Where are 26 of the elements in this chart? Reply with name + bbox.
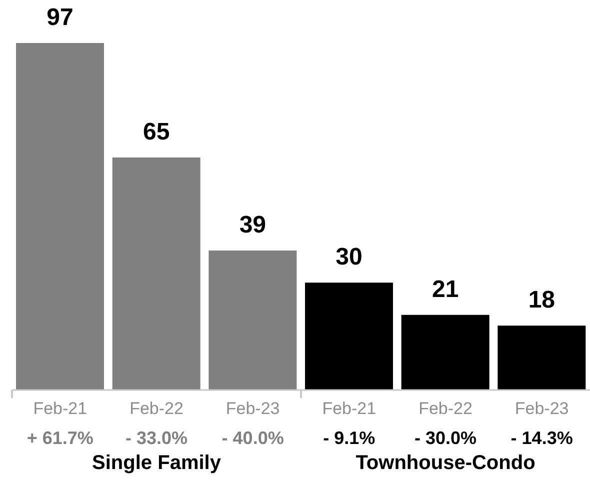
bar xyxy=(16,43,104,390)
data-label: 65 xyxy=(142,118,170,146)
x-tick-label: Feb-22 xyxy=(418,399,472,418)
data-label: 21 xyxy=(432,276,459,303)
data-label: 30 xyxy=(336,244,362,271)
bar xyxy=(208,250,297,390)
x-tick-label: Feb-23 xyxy=(514,399,569,418)
text: - 30.0% xyxy=(414,428,477,448)
text: - 9.1% xyxy=(323,428,376,448)
bar xyxy=(498,326,586,390)
x-tick-label: Feb-23 xyxy=(226,399,280,418)
text: Single Family xyxy=(92,452,221,474)
bar xyxy=(112,157,200,390)
bar xyxy=(401,314,490,390)
data-label: 97 xyxy=(46,4,74,31)
text: - 40.0% xyxy=(222,428,284,448)
text: Townhouse-Condo xyxy=(356,452,536,474)
x-tick-label: Feb-22 xyxy=(130,399,184,418)
text: + 61.7% xyxy=(26,428,94,448)
data-label: 39 xyxy=(239,211,266,238)
x-tick-label: Feb-21 xyxy=(33,399,88,418)
data-label: 18 xyxy=(528,286,556,314)
text: - 14.3% xyxy=(510,428,573,448)
text: - 33.0% xyxy=(125,428,188,448)
x-tick-label: Feb-21 xyxy=(322,399,376,418)
bar xyxy=(305,282,393,390)
